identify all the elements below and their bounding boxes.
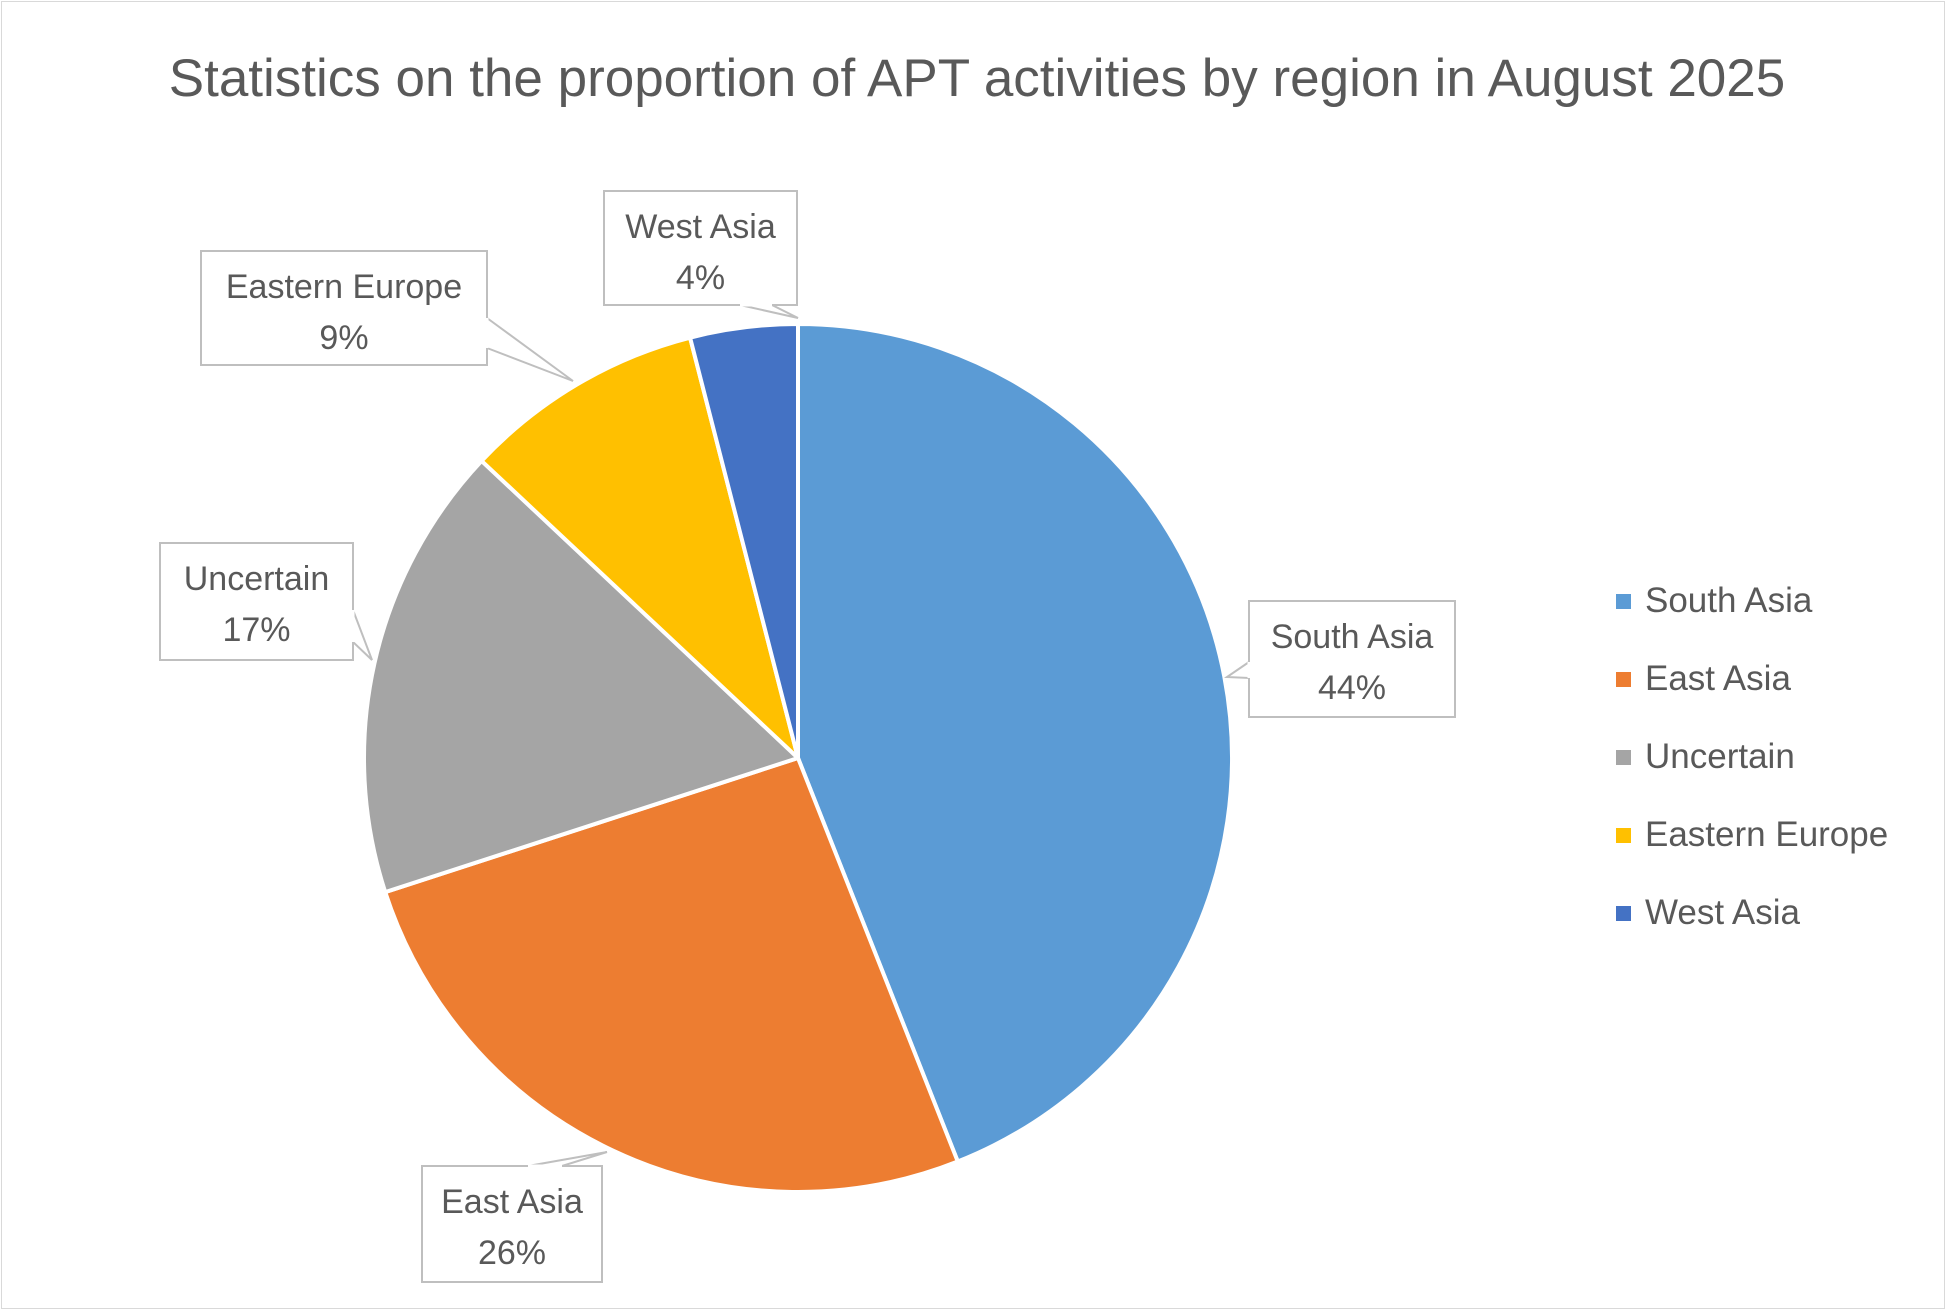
legend-item-east-asia: East Asia xyxy=(1616,657,1791,701)
data-label-eastern-europe: Eastern Europe 9% xyxy=(200,250,574,382)
pie-slice-east-asia xyxy=(383,756,960,1194)
data-label-percent: 44% xyxy=(1318,669,1386,707)
pie-slice-south-asia xyxy=(796,322,1234,1164)
data-label-box xyxy=(421,1165,603,1283)
data-label-box xyxy=(603,190,798,306)
legend-label: Uncertain xyxy=(1645,737,1795,776)
legend-item-west-asia: West Asia xyxy=(1616,891,1800,935)
data-label-category: West Asia xyxy=(625,208,776,246)
legend-item-eastern-europe: Eastern Europe xyxy=(1616,813,1888,857)
data-label-west-asia: West Asia 4% xyxy=(603,190,799,319)
data-label-category: East Asia xyxy=(441,1183,583,1221)
data-label-percent: 26% xyxy=(478,1234,546,1272)
legend-item-south-asia: South Asia xyxy=(1616,579,1812,623)
data-label-pointer xyxy=(527,1151,608,1167)
legend-label: West Asia xyxy=(1645,893,1800,932)
pie-slice-west-asia xyxy=(688,322,800,760)
data-label-box xyxy=(1248,600,1456,718)
legend-item-uncertain: Uncertain xyxy=(1616,735,1795,779)
data-label-box xyxy=(200,250,488,366)
data-label-percent: 4% xyxy=(676,259,725,297)
data-label-category: Uncertain xyxy=(184,560,330,598)
legend-swatch xyxy=(1616,827,1631,843)
data-label-pointer xyxy=(739,304,799,319)
chart-title: Statistics on the proportion of APT acti… xyxy=(168,49,1786,108)
data-label-category: Eastern Europe xyxy=(226,268,462,306)
data-label-pointer xyxy=(1223,660,1250,680)
data-label-category: South Asia xyxy=(1271,618,1434,656)
legend-label: South Asia xyxy=(1645,581,1813,620)
data-label-east-asia: East Asia 26% xyxy=(421,1151,608,1283)
legend-swatch xyxy=(1616,593,1631,609)
data-label-pointer xyxy=(486,316,574,382)
data-label-south-asia: South Asia 44% xyxy=(1223,600,1456,718)
legend-label: East Asia xyxy=(1645,659,1791,698)
data-label-percent: 17% xyxy=(222,611,290,649)
pie-slice-uncertain xyxy=(362,458,800,895)
legend-swatch xyxy=(1616,749,1631,765)
data-label-percent: 9% xyxy=(319,319,368,357)
legend-label: Eastern Europe xyxy=(1645,815,1889,854)
legend-swatch xyxy=(1616,671,1631,687)
data-label-box xyxy=(159,542,354,661)
legend-swatch xyxy=(1616,905,1631,921)
data-label-uncertain: Uncertain 17% xyxy=(159,542,373,661)
pie-slice-eastern-europe xyxy=(479,335,800,760)
data-label-pointer xyxy=(352,609,373,661)
